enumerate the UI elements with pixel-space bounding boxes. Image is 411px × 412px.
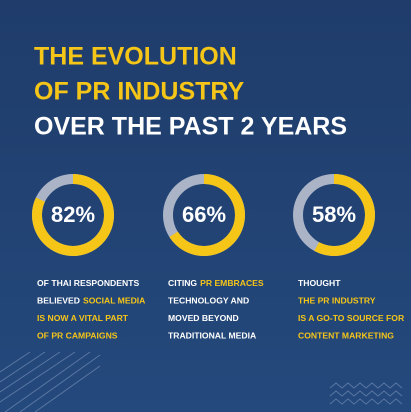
caption-line: TRADITIONAL MEDIA	[168, 331, 256, 341]
title-line: OVER THE PAST 2 YEARS	[34, 113, 347, 141]
caption-line: OF THAI RESPONDENTS	[37, 278, 139, 288]
caption-text: OF THAI RESPONDENTS	[37, 278, 139, 288]
caption-text: CITING	[168, 278, 197, 288]
caption-line: CITING PR EMBRACES	[168, 278, 264, 288]
value-label: 82%	[51, 202, 95, 227]
caption-line: MOVED BEYOND	[168, 313, 239, 323]
donut-arc	[314, 174, 375, 256]
caption-line: THOUGHT	[298, 278, 341, 288]
title-line: OF PR INDUSTRY	[34, 78, 245, 106]
caption-text: MOVED BEYOND	[168, 313, 239, 323]
caption-text: IS NOW A VITAL PART	[37, 313, 129, 323]
caption-line: THE PR INDUSTRY	[298, 296, 376, 306]
caption-text: THE PR INDUSTRY	[298, 296, 376, 306]
value-label: 66%	[182, 202, 226, 227]
caption-line: CONTENT MARKETING	[298, 331, 394, 341]
value-label: 58%	[312, 202, 356, 227]
caption-line: BELIEVED SOCIAL MEDIA	[37, 296, 145, 306]
caption-text: THOUGHT	[298, 278, 341, 288]
decor-lines	[0, 351, 403, 412]
caption-line: IS NOW A VITAL PART	[37, 313, 129, 323]
caption-text: SOCIAL MEDIA	[83, 296, 145, 306]
caption-text: TRADITIONAL MEDIA	[168, 331, 256, 341]
donut-arc	[32, 174, 114, 256]
donut-arc	[169, 174, 245, 256]
caption-text: PR EMBRACES	[200, 278, 264, 288]
caption-line: TECHNOLOGY AND	[168, 296, 249, 306]
caption-text: CONTENT MARKETING	[298, 331, 394, 341]
title-line: THE EVOLUTION	[34, 43, 237, 71]
caption-text: IS A GO-TO SOURCE FOR	[298, 313, 405, 323]
caption-line: IS A GO-TO SOURCE FOR	[298, 313, 405, 323]
caption-text: OF PR CAMPAIGNS	[37, 331, 118, 341]
caption-line: OF PR CAMPAIGNS	[37, 331, 118, 341]
caption-text: BELIEVED	[37, 296, 80, 306]
caption-text: TECHNOLOGY AND	[168, 296, 249, 306]
